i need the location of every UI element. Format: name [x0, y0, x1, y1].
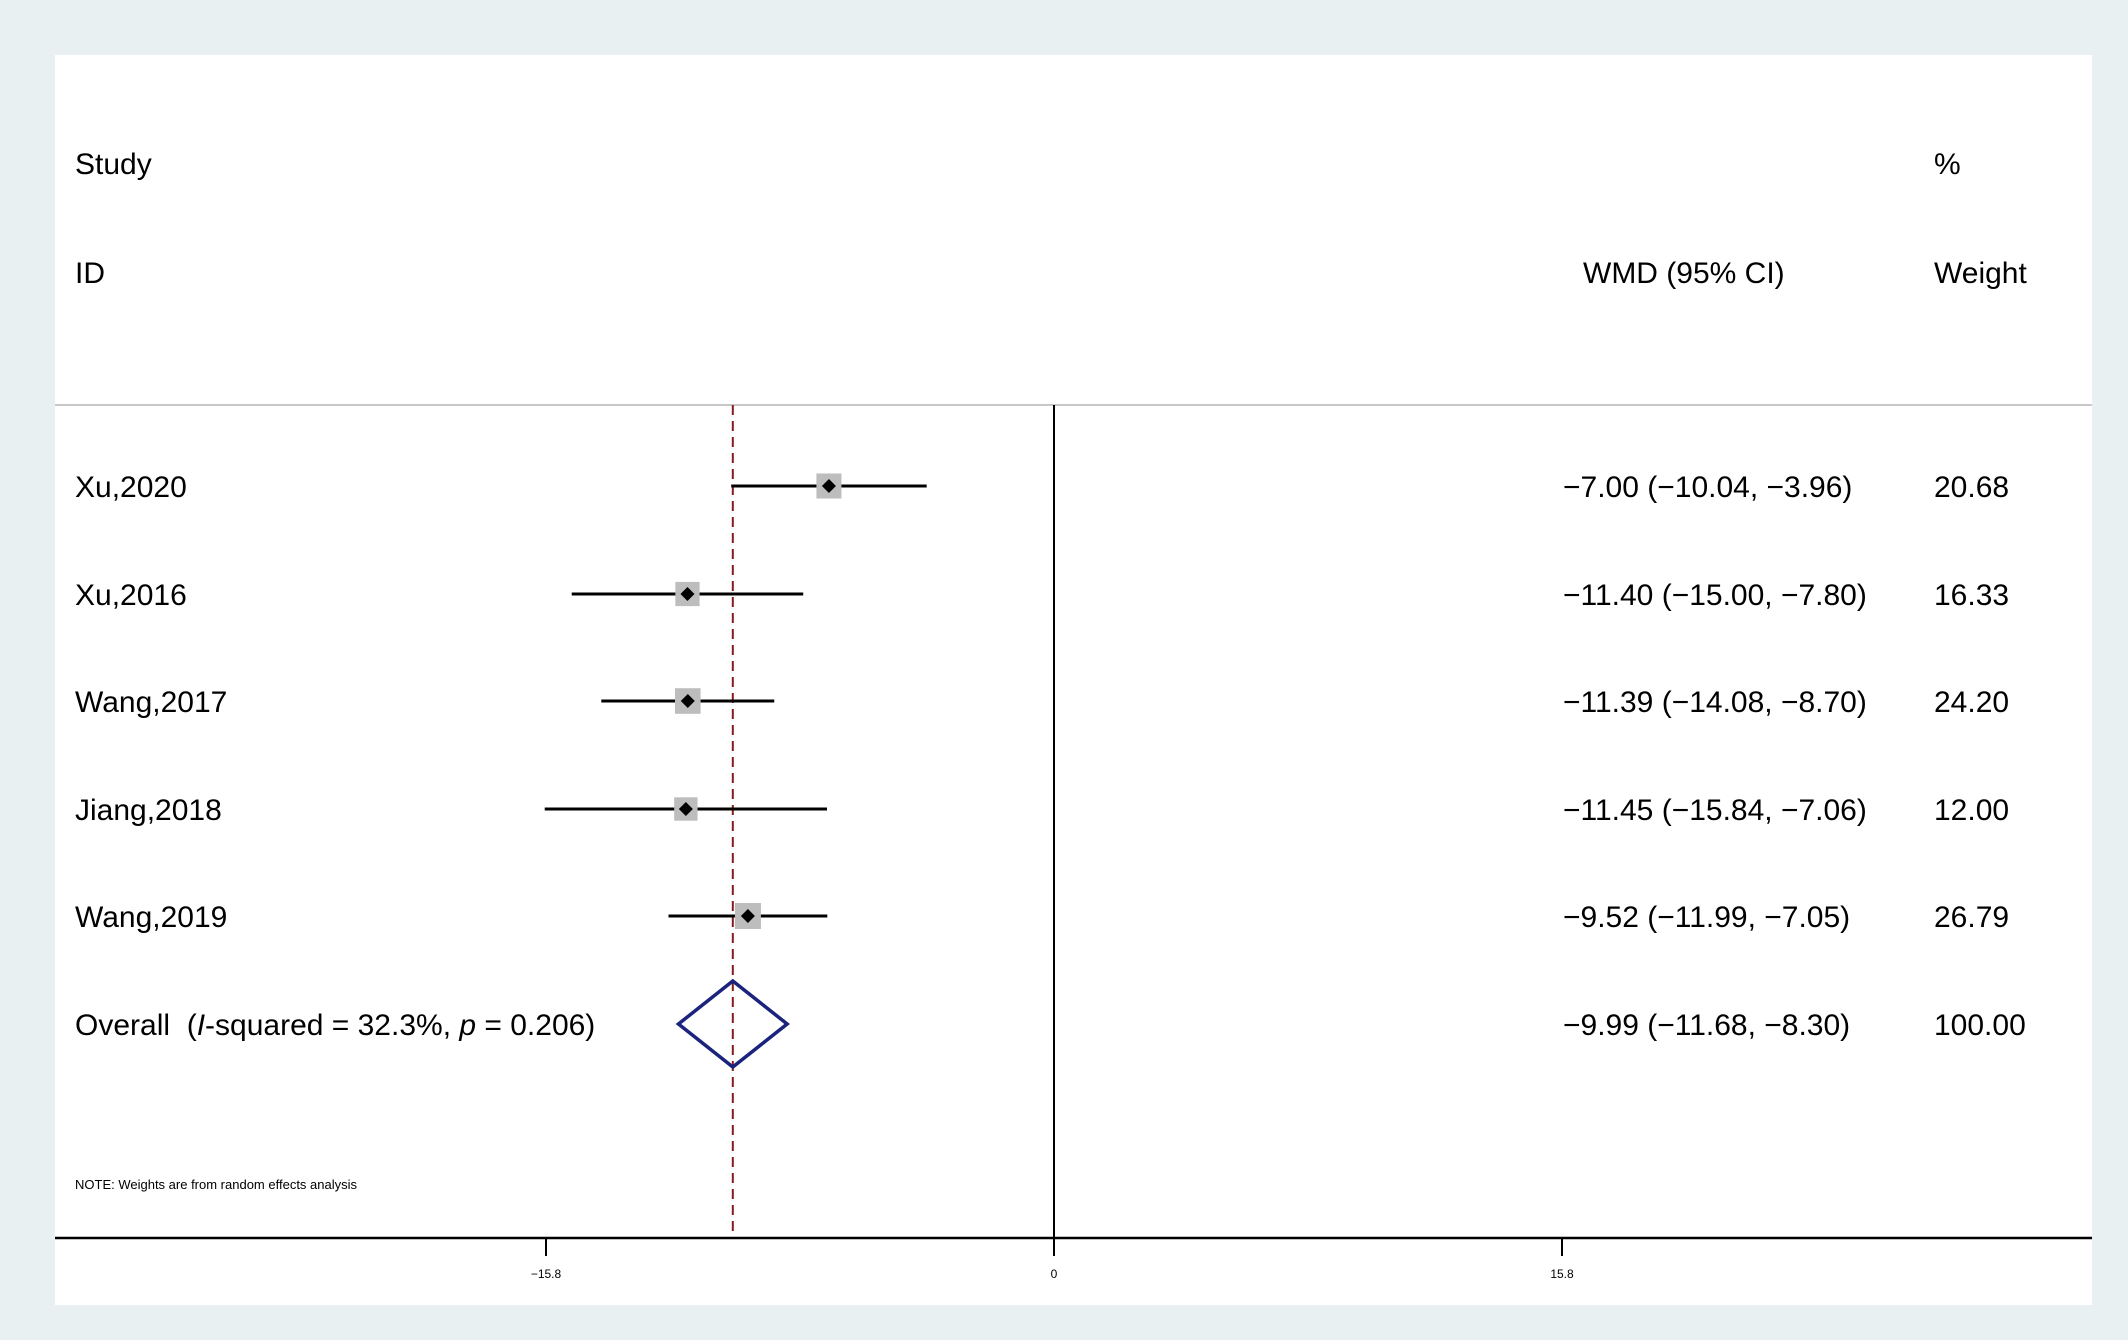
x-tick-3: 15.8: [1550, 1238, 1574, 1281]
effect-ci-text: −11.39 (−14.08, −8.70): [1563, 686, 1867, 719]
overall-label-mid: -squared = 32.3%,: [205, 1009, 459, 1042]
x-tick-label: 0: [1051, 1267, 1058, 1281]
weight-text: 16.33: [1934, 579, 2009, 612]
study-row-1: Xu,2020 −7.00 (−10.04, −3.96) 20.68: [75, 471, 2009, 504]
overall-label-prefix: Overall (: [75, 1009, 197, 1042]
overall-label-p: p: [458, 1009, 476, 1042]
point-estimate-marker: [821, 479, 836, 493]
x-tick-1: −15.8: [531, 1238, 562, 1281]
point-estimate-marker: [740, 909, 755, 923]
footnote: NOTE: Weights are from random effects an…: [75, 1177, 358, 1192]
plot-panel: [55, 55, 2092, 1305]
effect-ci-text: −11.45 (−15.84, −7.06): [1563, 794, 1867, 827]
overall-weight-text: 100.00: [1934, 1009, 2026, 1042]
study-row-2: Xu,2016 −11.40 (−15.00, −7.80) 16.33: [75, 579, 2009, 612]
overall-label-suffix: = 0.206): [476, 1009, 595, 1042]
study-row-4: Jiang,2018 −11.45 (−15.84, −7.06) 12.00: [75, 794, 2009, 827]
weight-text: 26.79: [1934, 901, 2009, 934]
overall-label-i: I: [197, 1009, 205, 1042]
overall-ci-text: −9.99 (−11.68, −8.30): [1563, 1009, 1850, 1042]
point-estimate-marker: [680, 587, 695, 601]
x-tick-2: 0: [1051, 1238, 1058, 1281]
header-effect: WMD (95% CI): [1583, 257, 1785, 290]
x-tick-label: 15.8: [1550, 1267, 1574, 1281]
point-estimate-marker: [678, 802, 693, 816]
study-row-3: Wang,2017 −11.39 (−14.08, −8.70) 24.20: [75, 686, 2009, 719]
point-estimate-marker: [680, 694, 695, 708]
header-study: Study: [75, 148, 152, 181]
study-label: Wang,2019: [75, 901, 227, 934]
effect-ci-text: −11.40 (−15.00, −7.80): [1563, 579, 1867, 612]
weight-text: 12.00: [1934, 794, 2009, 827]
header-weight-percent: %: [1934, 148, 1961, 181]
weight-text: 20.68: [1934, 471, 2009, 504]
header-id: ID: [75, 257, 105, 290]
study-row-5: Wang,2019 −9.52 (−11.99, −7.05) 26.79: [75, 901, 2009, 934]
study-label: Xu,2020: [75, 471, 187, 504]
effect-ci-text: −7.00 (−10.04, −3.96): [1563, 471, 1852, 504]
effect-ci-text: −9.52 (−11.99, −7.05): [1563, 901, 1850, 934]
study-label: Jiang,2018: [75, 794, 222, 827]
study-label: Wang,2017: [75, 686, 227, 719]
overall-diamond: [675, 978, 790, 1070]
weight-text: 24.20: [1934, 686, 2009, 719]
x-tick-label: −15.8: [531, 1267, 562, 1281]
study-label: Xu,2016: [75, 579, 187, 612]
overall-label: Overall (I-squared = 32.3%, p = 0.206): [75, 1009, 595, 1042]
header-weight: Weight: [1934, 257, 2027, 290]
overall-row: Overall (I-squared = 32.3%, p = 0.206) −…: [75, 978, 2026, 1070]
